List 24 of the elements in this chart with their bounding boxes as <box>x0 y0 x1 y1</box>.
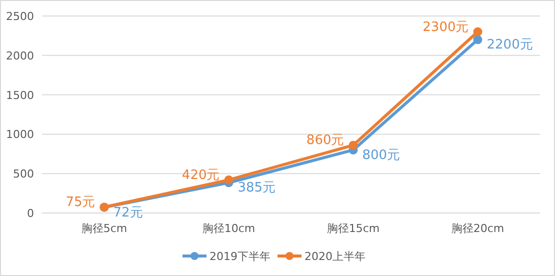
y-tick-label: 1500 <box>6 88 34 102</box>
data-label: 75元 <box>66 195 96 210</box>
point <box>348 140 358 150</box>
y-tick-label: 1000 <box>6 128 34 142</box>
legend-label: 2019下半年 <box>210 250 270 263</box>
point <box>473 35 482 44</box>
x-tick-label: 胸径5cm <box>81 222 128 235</box>
y-tick-label: 2000 <box>6 49 34 62</box>
x-tick-label: 胸径15cm <box>326 222 380 235</box>
x-tick-label: 胸径20cm <box>451 222 504 235</box>
point <box>224 175 234 184</box>
y-tick-label: 0 <box>27 207 34 220</box>
data-label: 420元 <box>182 168 220 183</box>
data-label: 385元 <box>238 180 276 196</box>
legend-label: 2020上半年 <box>304 250 366 263</box>
data-label: 72元 <box>113 205 143 220</box>
y-tick-label: 2500 <box>6 10 34 23</box>
data-label: 800元 <box>362 148 400 163</box>
data-label: 2300元 <box>422 20 469 35</box>
x-tick-label: 胸径10cm <box>202 222 256 235</box>
data-label: 2200元 <box>486 38 533 53</box>
point <box>473 27 482 36</box>
y-tick-label: 500 <box>13 168 34 181</box>
data-label: 860元 <box>306 133 344 148</box>
